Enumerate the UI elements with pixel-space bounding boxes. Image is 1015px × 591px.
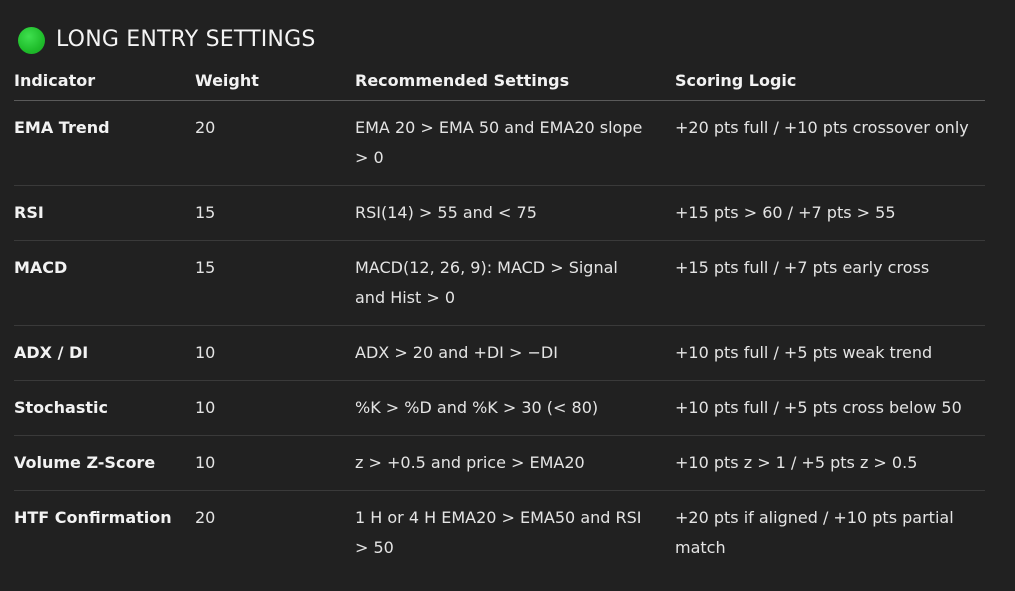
weight-cell: 20 (195, 508, 216, 527)
weight-cell: 10 (195, 380, 355, 436)
indicator-cell: HTF Confirmation (14, 508, 172, 527)
weight-cell: 10 (195, 325, 355, 381)
settings-cell: ADX > 20 and +DI > −DI (355, 325, 675, 381)
section-heading: LONG ENTRY SETTINGS (18, 24, 316, 56)
section-title: LONG ENTRY SETTINGS (56, 27, 316, 52)
table-header-row: Indicator Weight Recommended Settings Sc… (14, 62, 985, 101)
table-row: Stochastic 10 %K > %D and %K > 30 (< 80)… (14, 380, 985, 436)
indicator-cell: MACD (14, 240, 195, 326)
indicator-cell: Volume Z-Score (14, 435, 195, 491)
indicator-cell: EMA Trend (14, 100, 195, 186)
settings-cell: %K > %D and %K > 30 (< 80) (355, 380, 675, 436)
column-header-settings: Recommended Settings (355, 62, 675, 101)
settings-cell: RSI(14) > 55 and < 75 (355, 185, 675, 241)
logic-cell: +20 pts if aligned / +10 pts partial mat… (675, 508, 954, 557)
logic-cell: +10 pts full / +5 pts cross below 50 (675, 380, 985, 436)
weight-cell: 15 (195, 185, 355, 241)
settings-cell: z > +0.5 and price > EMA20 (355, 435, 675, 491)
column-header-logic: Scoring Logic (675, 62, 985, 101)
table-row: EMA Trend 20 EMA 20 > EMA 50 and EMA20 s… (14, 100, 985, 186)
settings-cell: 1 H or 4 H EMA20 > EMA50 and RSI > 50 (355, 508, 642, 557)
logic-cell: +10 pts z > 1 / +5 pts z > 0.5 (675, 435, 985, 491)
logic-cell: +10 pts full / +5 pts weak trend (675, 325, 985, 381)
indicator-cell: Stochastic (14, 380, 195, 436)
table-row: MACD 15 MACD(12, 26, 9): MACD > Signal a… (14, 240, 985, 326)
table-row: RSI 15 RSI(14) > 55 and < 75 +15 pts > 6… (14, 185, 985, 241)
logic-cell: +15 pts > 60 / +7 pts > 55 (675, 185, 985, 241)
indicator-cell: RSI (14, 185, 195, 241)
green-circle-icon (18, 26, 45, 54)
table-row: Volume Z-Score 10 z > +0.5 and price > E… (14, 435, 985, 491)
table-row: HTF Confirmation 20 1 H or 4 H EMA20 > E… (14, 491, 985, 576)
indicator-cell: ADX / DI (14, 325, 195, 381)
weight-cell: 10 (195, 435, 355, 491)
long-entry-settings-table: Indicator Weight Recommended Settings Sc… (14, 62, 985, 575)
logic-cell: +15 pts full / +7 pts early cross (675, 240, 985, 326)
logic-cell: +20 pts full / +10 pts crossover only (675, 100, 985, 186)
column-header-indicator: Indicator (14, 62, 195, 101)
settings-cell: MACD(12, 26, 9): MACD > Signal and Hist … (355, 240, 675, 326)
table-row: ADX / DI 10 ADX > 20 and +DI > −DI +10 p… (14, 325, 985, 381)
weight-cell: 20 (195, 100, 355, 186)
settings-cell: EMA 20 > EMA 50 and EMA20 slope > 0 (355, 100, 675, 186)
weight-cell: 15 (195, 240, 355, 326)
column-header-weight: Weight (195, 62, 355, 101)
